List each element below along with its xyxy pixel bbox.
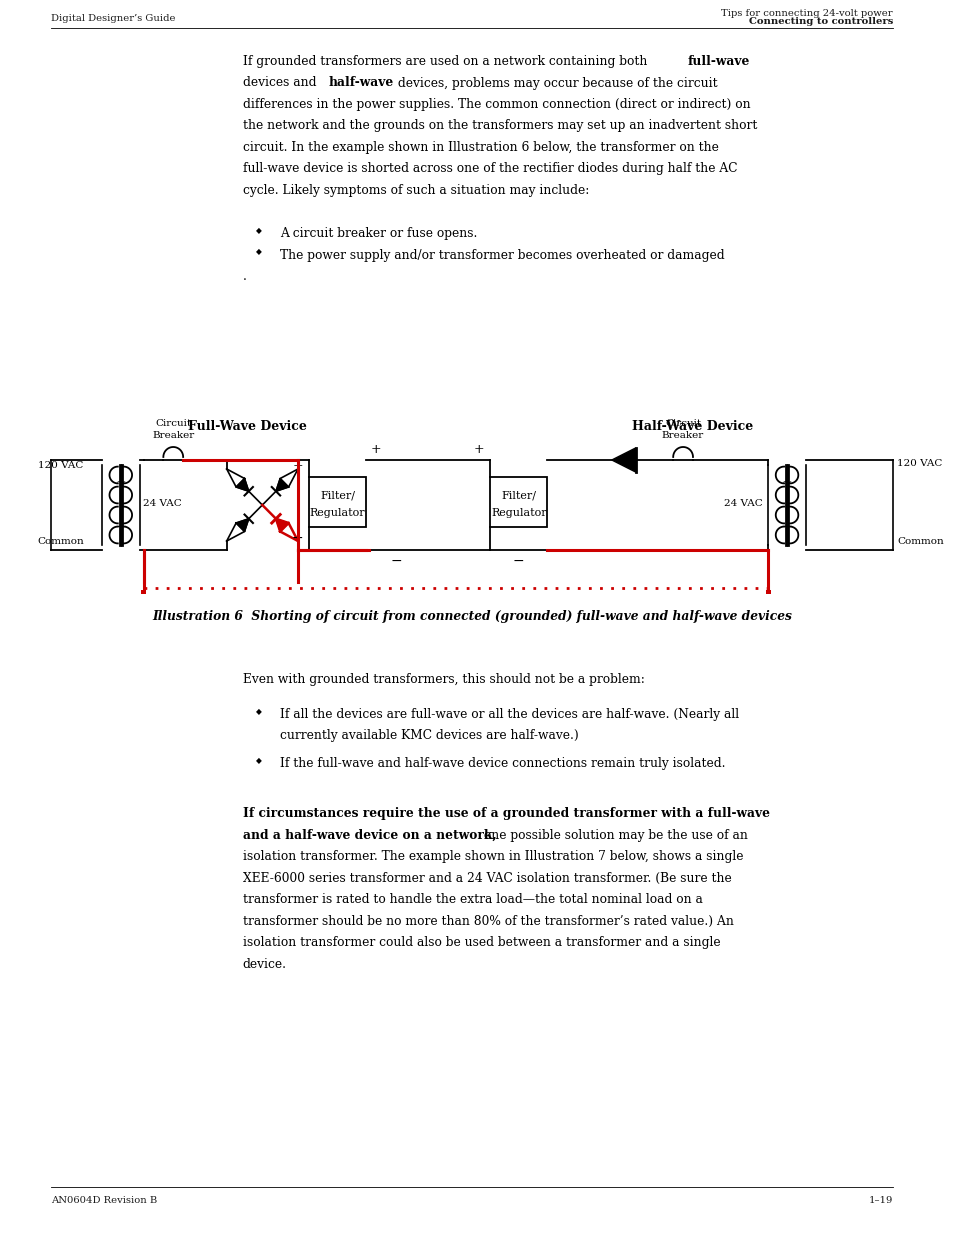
Text: ◆: ◆ bbox=[256, 757, 262, 766]
Polygon shape bbox=[611, 448, 635, 472]
Text: currently available KMC devices are half-wave.): currently available KMC devices are half… bbox=[280, 730, 578, 742]
Text: one possible solution may be the use of an: one possible solution may be the use of … bbox=[479, 829, 747, 842]
Text: If all the devices are full-wave or all the devices are half-wave. (Nearly all: If all the devices are full-wave or all … bbox=[280, 708, 739, 721]
Text: −: − bbox=[390, 555, 401, 568]
Text: The power supply and/or transformer becomes overheated or damaged: The power supply and/or transformer beco… bbox=[280, 248, 724, 262]
Text: −: − bbox=[780, 520, 793, 534]
Text: If circumstances require the use of a grounded transformer with a full-wave: If circumstances require the use of a gr… bbox=[242, 808, 769, 820]
Text: Filter/: Filter/ bbox=[500, 492, 536, 501]
Text: Even with grounded transformers, this should not be a problem:: Even with grounded transformers, this sh… bbox=[242, 673, 643, 685]
Text: XEE-6000 series transformer and a 24 VAC isolation transformer. (Be sure the: XEE-6000 series transformer and a 24 VAC… bbox=[242, 872, 731, 885]
Text: −: − bbox=[513, 555, 524, 568]
Text: A circuit breaker or fuse opens.: A circuit breaker or fuse opens. bbox=[280, 227, 477, 240]
Text: 24 VAC: 24 VAC bbox=[142, 499, 181, 508]
Text: .: . bbox=[242, 270, 246, 283]
FancyBboxPatch shape bbox=[309, 477, 366, 527]
Text: 1–19: 1–19 bbox=[867, 1195, 892, 1205]
FancyBboxPatch shape bbox=[141, 590, 146, 594]
Text: +: + bbox=[292, 459, 303, 473]
Text: +: + bbox=[370, 443, 380, 456]
Text: AN0604D Revision B: AN0604D Revision B bbox=[51, 1195, 157, 1205]
Text: Common: Common bbox=[896, 537, 943, 547]
Text: If grounded transformers are used on a network containing both: If grounded transformers are used on a n… bbox=[242, 56, 650, 68]
Text: −: − bbox=[291, 531, 303, 545]
Text: Regulator: Regulator bbox=[491, 508, 546, 517]
FancyBboxPatch shape bbox=[490, 477, 547, 527]
Text: 120 VAC: 120 VAC bbox=[37, 461, 83, 469]
Text: ◆: ◆ bbox=[256, 248, 262, 257]
Text: ◆: ◆ bbox=[256, 227, 262, 235]
Text: Full-Wave Device: Full-Wave Device bbox=[188, 420, 307, 433]
Text: devices and: devices and bbox=[242, 77, 319, 89]
Text: full-wave device is shorted across one of the rectifier diodes during half the A: full-wave device is shorted across one o… bbox=[242, 163, 737, 175]
Text: device.: device. bbox=[242, 958, 286, 971]
Text: If the full-wave and half-wave device connections remain truly isolated.: If the full-wave and half-wave device co… bbox=[280, 757, 725, 771]
Text: differences in the power supplies. The common connection (direct or indirect) on: differences in the power supplies. The c… bbox=[242, 98, 749, 111]
Text: circuit. In the example shown in Illustration 6 below, the transformer on the: circuit. In the example shown in Illustr… bbox=[242, 141, 718, 154]
Text: Regulator: Regulator bbox=[310, 508, 365, 517]
Polygon shape bbox=[236, 519, 249, 531]
Text: Illustration 6  Shorting of circuit from connected (grounded) full-wave and half: Illustration 6 Shorting of circuit from … bbox=[152, 610, 791, 622]
Text: +: + bbox=[473, 443, 483, 456]
Text: transformer is rated to handle the extra load—the total nominal load on a: transformer is rated to handle the extra… bbox=[242, 893, 701, 906]
Text: isolation transformer could also be used between a transformer and a single: isolation transformer could also be used… bbox=[242, 936, 720, 950]
Text: the network and the grounds on the transformers may set up an inadvertent short: the network and the grounds on the trans… bbox=[242, 120, 756, 132]
Text: Filter/: Filter/ bbox=[320, 492, 355, 501]
Polygon shape bbox=[275, 519, 288, 531]
Text: and a half-wave device on a network,: and a half-wave device on a network, bbox=[242, 829, 496, 842]
Text: ◆: ◆ bbox=[256, 708, 262, 716]
Text: −: − bbox=[114, 520, 127, 534]
Text: 24 VAC: 24 VAC bbox=[722, 499, 761, 508]
Text: isolation transformer. The example shown in Illustration 7 below, shows a single: isolation transformer. The example shown… bbox=[242, 851, 742, 863]
Text: Circuit: Circuit bbox=[664, 419, 700, 429]
Text: ~: ~ bbox=[781, 477, 791, 489]
Text: Half-Wave Device: Half-Wave Device bbox=[632, 420, 753, 433]
Text: transformer should be no more than 80% of the transformer’s rated value.) An: transformer should be no more than 80% o… bbox=[242, 915, 733, 927]
Text: 120 VAC: 120 VAC bbox=[896, 459, 942, 468]
Polygon shape bbox=[236, 478, 249, 492]
Polygon shape bbox=[275, 478, 288, 492]
Text: Tips for connecting 24-volt power: Tips for connecting 24-volt power bbox=[720, 9, 892, 19]
Text: Connecting to controllers: Connecting to controllers bbox=[748, 17, 892, 26]
Text: Circuit: Circuit bbox=[155, 419, 192, 429]
Text: Breaker: Breaker bbox=[661, 431, 703, 440]
FancyBboxPatch shape bbox=[765, 590, 770, 594]
Text: cycle. Likely symptoms of such a situation may include:: cycle. Likely symptoms of such a situati… bbox=[242, 184, 588, 198]
Text: half-wave: half-wave bbox=[329, 77, 394, 89]
Text: Breaker: Breaker bbox=[152, 431, 194, 440]
Text: ~: ~ bbox=[115, 477, 126, 489]
Text: devices, problems may occur because of the circuit: devices, problems may occur because of t… bbox=[394, 77, 717, 89]
Text: Common: Common bbox=[37, 537, 84, 547]
Text: Digital Designer’s Guide: Digital Designer’s Guide bbox=[51, 14, 175, 23]
Text: full-wave: full-wave bbox=[687, 56, 750, 68]
